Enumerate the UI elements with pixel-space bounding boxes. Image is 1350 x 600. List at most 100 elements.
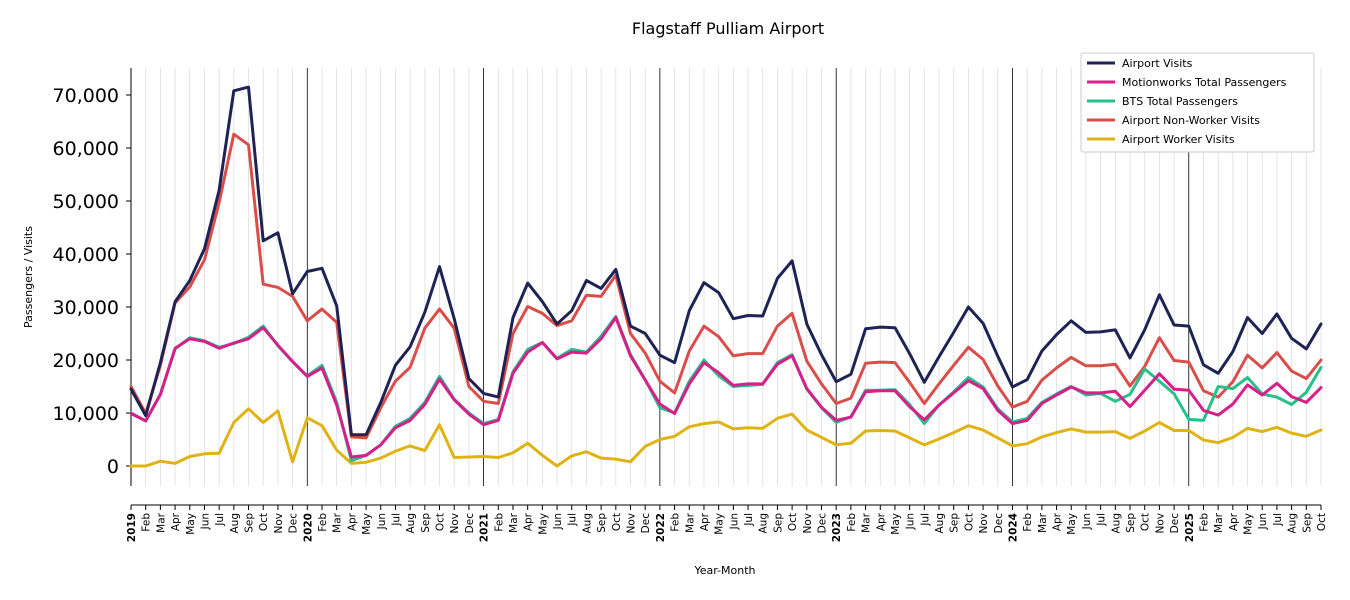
y-tick-label: 60,000 [53, 138, 119, 160]
y-tick-label: 20,000 [53, 350, 119, 372]
axes [130, 68, 1321, 506]
x-tick-label: Apr [699, 512, 711, 531]
x-tick-label: Aug [229, 513, 241, 534]
x-tick-label: 2024 [1007, 513, 1019, 542]
x-tick-label: Jun [199, 513, 211, 530]
x-tick-label: Apr [875, 512, 887, 531]
x-tick-label: Dec [640, 513, 652, 534]
x-ticks: 2019 Feb Mar Apr May Jun Jul Aug Sep Oct Nov Dec 202… [126, 505, 1328, 542]
x-tick-label: Oct [1140, 513, 1152, 531]
legend-label: Airport Worker Visits [1122, 133, 1235, 146]
x-tick-label: Jun [552, 513, 564, 530]
x-tick-label: Aug [405, 513, 417, 534]
x-tick-label: Jul [567, 513, 579, 527]
x-tick-label: Feb [141, 513, 153, 532]
legend-label: Airport Visits [1122, 57, 1193, 70]
x-tick-label: Apr [346, 512, 358, 531]
x-tick-label: Dec [816, 513, 828, 534]
x-tick-label: Jul [390, 513, 402, 527]
x-tick-label: Aug [758, 513, 770, 534]
x-tick-label: Jun [905, 513, 917, 530]
x-tick-label: 2025 [1184, 513, 1196, 542]
x-tick-label: Feb [317, 513, 329, 532]
y-tick-label: 50,000 [53, 191, 119, 213]
x-tick-label: Oct [963, 513, 975, 531]
x-tick-label: Sep [420, 513, 432, 533]
series-lines [129, 85, 1323, 468]
series-line-0 [129, 85, 1323, 437]
x-tick-label: May [1243, 513, 1255, 535]
x-tick-label: Mar [1037, 512, 1049, 532]
y-tick-label: 40,000 [53, 244, 119, 266]
x-tick-label: Aug [1110, 513, 1122, 534]
x-tick-label: 2023 [831, 513, 843, 542]
x-tick-label: Sep [244, 513, 256, 533]
x-tick-label: May [1066, 513, 1078, 535]
x-tick-label: Sep [596, 513, 608, 533]
x-tick-label: Mar [332, 512, 344, 532]
x-tick-label: Dec [1169, 513, 1181, 534]
x-tick-label: Nov [1154, 513, 1166, 534]
x-tick-label: Mar [861, 512, 873, 532]
x-tick-label: Nov [449, 513, 461, 534]
x-tick-label: Apr [170, 512, 182, 531]
series-line-2 [129, 315, 1323, 463]
x-tick-label: Sep [1125, 513, 1137, 533]
x-tick-label: Mar [1213, 512, 1225, 532]
x-tick-label: Jun [1081, 513, 1093, 530]
x-tick-label: May [185, 513, 197, 535]
y-tick-label: 70,000 [53, 85, 119, 107]
x-tick-label: Oct [435, 513, 447, 531]
x-tick-label: May [714, 513, 726, 535]
x-tick-label: Nov [802, 513, 814, 534]
series-line-1 [129, 316, 1323, 459]
x-tick-label: May [361, 513, 373, 535]
x-tick-label: Feb [670, 513, 682, 532]
x-tick-label: 2021 [479, 513, 491, 542]
x-tick-label: Oct [258, 513, 270, 531]
x-tick-label: Feb [493, 513, 505, 532]
chart-title: Flagstaff Pulliam Airport [632, 19, 824, 38]
x-tick-label: Jul [1096, 513, 1108, 527]
x-tick-label: Feb [1198, 513, 1210, 532]
x-tick-label: Jun [376, 513, 388, 530]
x-tick-label: Sep [1301, 513, 1313, 533]
series-line-4 [129, 407, 1323, 468]
y-axis-label: Passengers / Visits [22, 226, 35, 328]
x-tick-label: Feb [846, 513, 858, 532]
legend-label: Motionworks Total Passengers [1122, 76, 1287, 89]
x-tick-label: Oct [611, 513, 623, 531]
x-tick-label: Nov [978, 513, 990, 534]
x-tick-label: 2022 [655, 513, 667, 542]
x-tick-label: Jul [1272, 513, 1284, 527]
x-tick-label: Jul [214, 513, 226, 527]
x-tick-label: Aug [1287, 513, 1299, 534]
x-tick-label: Oct [1316, 513, 1328, 531]
y-tick-label: 0 [107, 456, 119, 478]
x-tick-label: May [890, 513, 902, 535]
legend-box [1080, 52, 1315, 153]
x-tick-label: May [537, 513, 549, 535]
x-tick-label: Mar [684, 512, 696, 532]
legend-label: BTS Total Passengers [1122, 95, 1238, 108]
y-tick-label: 30,000 [53, 297, 119, 319]
x-tick-label: Jul [743, 513, 755, 527]
x-tick-label: Dec [993, 513, 1005, 534]
y-ticks: 0 10,000 20,000 30,000 40,000 50,000 60,000 70,… [53, 85, 131, 478]
legend-label: Airport Non-Worker Visits [1122, 114, 1260, 127]
vertical-grid [130, 68, 1322, 486]
x-tick-label: Dec [464, 513, 476, 534]
x-tick-label: Aug [581, 513, 593, 534]
x-tick-label: Sep [949, 513, 961, 533]
x-tick-label: Apr [1228, 512, 1240, 531]
x-tick-label: Jun [1257, 513, 1269, 530]
x-tick-label: 2020 [302, 513, 314, 542]
x-tick-label: Dec [288, 513, 300, 534]
legend: Airport Visits Motionworks Total Passenge… [1080, 52, 1315, 153]
x-tick-label: 2019 [126, 513, 138, 542]
x-tick-label: Jul [919, 513, 931, 527]
x-tick-label: Aug [934, 513, 946, 534]
x-tick-label: Feb [1022, 513, 1034, 532]
x-tick-label: Mar [155, 512, 167, 532]
